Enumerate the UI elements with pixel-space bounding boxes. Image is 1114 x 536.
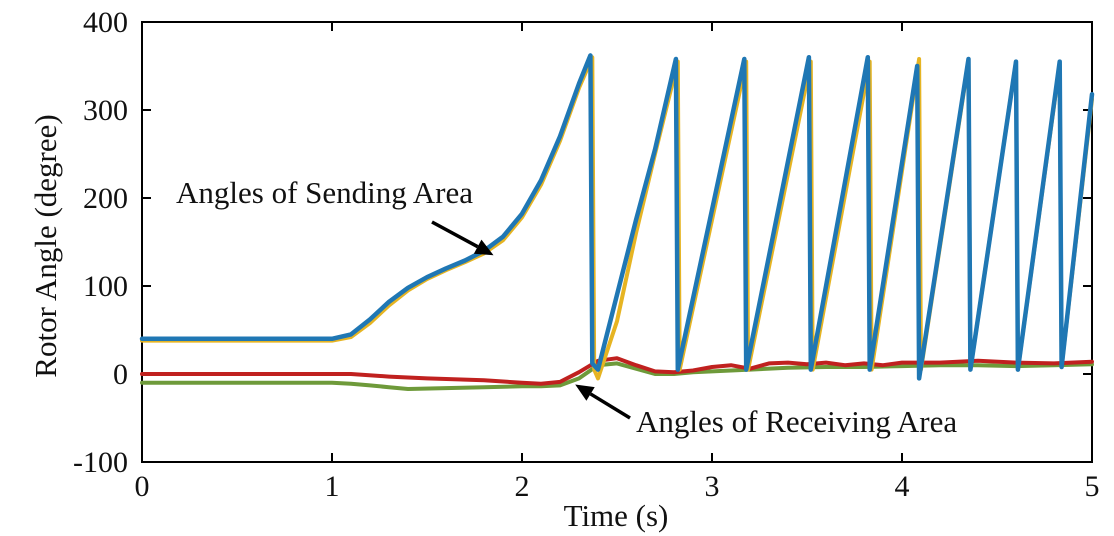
x-tick-label: 0	[135, 470, 150, 503]
x-tick-label: 2	[515, 470, 530, 503]
annotation-arrow-head	[473, 239, 494, 256]
y-tick-label: 300	[83, 94, 128, 127]
annotation-arrow-shaft	[589, 392, 631, 420]
y-tick-label: 400	[83, 6, 128, 39]
y-tick-label: 100	[83, 270, 128, 303]
annotation-label: Angles of Receiving Area	[636, 404, 957, 439]
series-line-red	[140, 356, 1094, 386]
series-line-yellow	[140, 55, 1094, 381]
y-tick-label: -100	[73, 446, 128, 479]
x-tick-label: 5	[1085, 470, 1100, 503]
x-tick-label: 3	[705, 470, 720, 503]
y-tick-label: 200	[83, 182, 128, 215]
x-axis-title: Time (s)	[564, 498, 669, 533]
y-tick-label: 0	[113, 358, 128, 391]
annotation-arrow-shaft	[431, 220, 479, 249]
x-tick-label: 4	[895, 470, 910, 503]
plot-area-frame	[141, 21, 1093, 463]
annotation-label: Angles of Sending Area	[176, 175, 473, 210]
annotation-arrow-head	[575, 384, 595, 401]
y-axis-title: Rotor Angle (degree)	[28, 114, 63, 377]
x-tick-label: 1	[325, 470, 340, 503]
series-line-blue	[139, 53, 1095, 381]
series-line-green	[140, 361, 1094, 391]
